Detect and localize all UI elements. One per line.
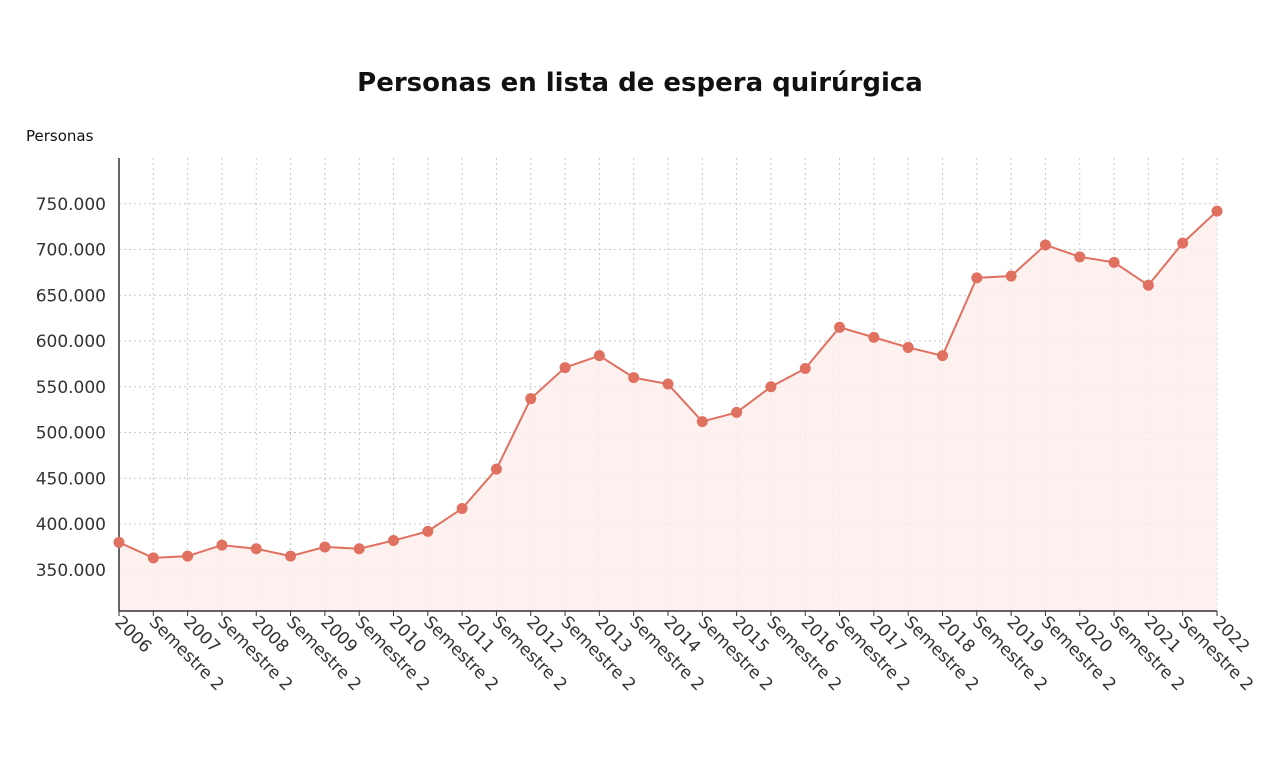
y-axis-label: Personas bbox=[26, 127, 94, 145]
axes bbox=[118, 158, 1218, 616]
data-point bbox=[731, 406, 743, 418]
data-point bbox=[1108, 256, 1120, 268]
data-point bbox=[868, 331, 880, 343]
data-point bbox=[628, 372, 640, 384]
y-tick-label: 350.000 bbox=[36, 561, 106, 581]
data-point bbox=[250, 543, 262, 555]
data-points bbox=[113, 205, 1223, 564]
y-tick-label: 450.000 bbox=[36, 469, 106, 489]
y-tick-label: 500.000 bbox=[36, 424, 106, 444]
y-tick-label: 400.000 bbox=[36, 515, 106, 535]
y-tick-label: 650.000 bbox=[36, 286, 106, 306]
data-point bbox=[834, 321, 846, 333]
data-point bbox=[902, 341, 914, 353]
chart-title: Personas en lista de espera quirúrgica bbox=[357, 68, 923, 98]
data-point bbox=[662, 378, 674, 390]
data-point bbox=[765, 381, 777, 393]
data-point bbox=[147, 552, 159, 564]
data-point bbox=[1074, 251, 1086, 263]
data-point bbox=[285, 550, 297, 562]
data-point bbox=[456, 503, 468, 515]
y-tick-label: 600.000 bbox=[36, 332, 106, 352]
data-point bbox=[1142, 279, 1154, 291]
y-tick-label: 550.000 bbox=[36, 378, 106, 398]
data-point bbox=[388, 535, 399, 547]
x-tick-label: 2006 bbox=[110, 612, 155, 657]
area-fill bbox=[119, 211, 1217, 611]
data-point bbox=[216, 539, 228, 551]
y-tick-label: 700.000 bbox=[36, 241, 106, 261]
data-point bbox=[182, 550, 194, 562]
data-point bbox=[937, 350, 948, 362]
data-point bbox=[1005, 270, 1017, 282]
data-point bbox=[1211, 205, 1223, 217]
data-point bbox=[559, 362, 571, 374]
y-tick-label: 750.000 bbox=[36, 195, 106, 215]
data-point bbox=[490, 463, 502, 475]
y-tick-labels: 350.000 400.000 450.000 500.000 550.000 600.0… bbox=[36, 195, 106, 581]
data-point bbox=[696, 416, 708, 428]
data-point bbox=[1039, 239, 1051, 251]
data-point bbox=[799, 362, 811, 374]
data-point bbox=[422, 525, 434, 537]
data-point bbox=[113, 536, 125, 548]
data-point bbox=[319, 541, 331, 553]
data-point bbox=[593, 350, 605, 362]
data-point bbox=[1177, 237, 1189, 249]
data-point bbox=[525, 393, 537, 405]
data-point bbox=[353, 543, 365, 555]
data-point bbox=[971, 272, 983, 284]
